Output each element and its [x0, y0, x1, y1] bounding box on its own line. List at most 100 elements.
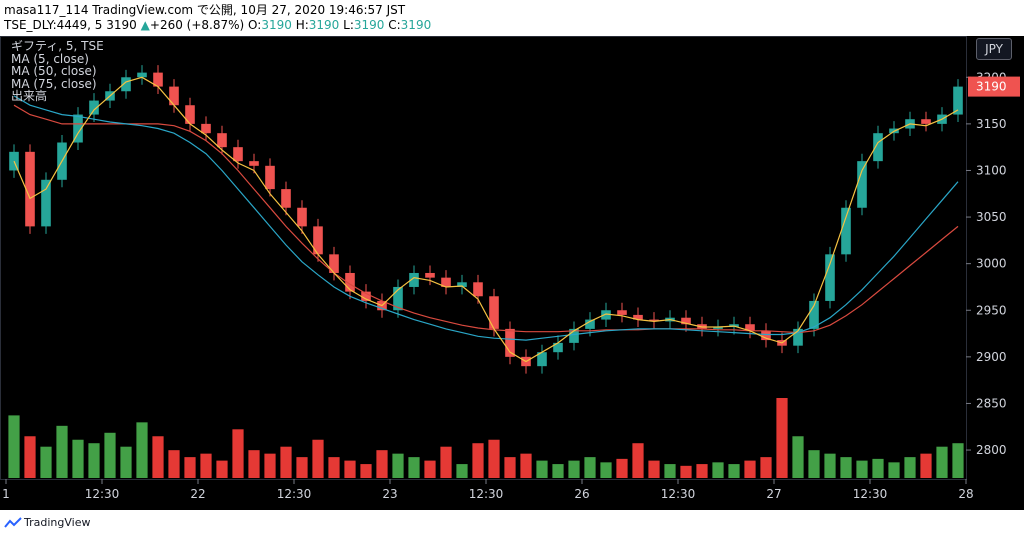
volume-bar	[680, 465, 692, 478]
price-change: +260 (+8.87%)	[149, 18, 245, 32]
volume-bar	[568, 460, 580, 478]
candle-body	[825, 254, 835, 301]
candle-body	[793, 328, 803, 346]
candle-body	[185, 105, 195, 124]
chart-header: masa117_114 TradingView.com で公開, 10月 27,…	[0, 0, 1024, 36]
candle-body	[329, 254, 339, 273]
volume-bar	[168, 450, 180, 478]
candle-body	[121, 77, 131, 92]
indicator-legend: ギフティ, 5, TSE MA (5, close) MA (50, close…	[11, 40, 104, 103]
volume-bar	[856, 460, 868, 478]
candle-body	[537, 352, 547, 367]
candle-body	[841, 207, 851, 255]
volume-bar	[328, 457, 340, 478]
candle-body	[633, 314, 643, 320]
volume-bar	[408, 457, 420, 478]
symbol-label: TSE_DLY:4449, 5	[4, 18, 103, 32]
footer: TradingView	[0, 510, 1024, 536]
volume-bar	[200, 453, 212, 478]
volume-bar	[648, 460, 660, 478]
candle-body	[601, 310, 611, 320]
open-label: O:	[248, 18, 262, 32]
candle-body	[873, 133, 883, 162]
candle-body	[457, 282, 467, 287]
candle-body	[281, 189, 291, 208]
volume-bar	[696, 464, 708, 478]
price-chart[interactable]: 280028502900295030003050310031503200112:…	[0, 36, 1024, 516]
high-value: 3190	[308, 18, 340, 32]
volume-bar	[744, 460, 756, 478]
legend-ma5[interactable]: MA (5, close)	[11, 51, 89, 66]
legend-title: ギフティ, 5, TSE	[11, 39, 104, 53]
currency-button[interactable]: JPY	[976, 38, 1012, 60]
candle-body	[201, 123, 211, 134]
volume-bar	[920, 453, 932, 478]
candle-body	[489, 296, 499, 329]
volume-bar	[616, 458, 628, 478]
x-tick-label: 22	[190, 487, 205, 501]
candle-body	[217, 133, 227, 148]
volume-bar	[40, 446, 52, 478]
ohlc-line: TSE_DLY:4449, 5 3190 ▲+260 (+8.87%) O:31…	[4, 18, 431, 32]
volume-bar	[504, 457, 516, 478]
open-value: 3190	[261, 18, 292, 32]
volume-bar	[344, 460, 356, 478]
volume-bar	[792, 436, 804, 478]
volume-bar	[248, 450, 260, 478]
volume-bar	[600, 462, 612, 478]
last-price-badge	[968, 76, 1020, 97]
candle-body	[505, 328, 515, 357]
x-tick-label: 12:30	[853, 487, 888, 501]
legend-ma75[interactable]: MA (75, close)	[11, 76, 97, 91]
low-label: L:	[343, 18, 354, 32]
volume-bar	[472, 443, 484, 478]
legend-ma50[interactable]: MA (50, close)	[11, 64, 97, 78]
volume-bar	[264, 453, 276, 478]
candle-body	[265, 165, 275, 190]
volume-bar	[120, 446, 132, 478]
volume-bar	[632, 443, 644, 478]
legend-volume[interactable]: 出来高	[11, 89, 48, 103]
volume-bar	[888, 462, 900, 478]
volume-bar	[952, 443, 964, 478]
candle-body	[249, 161, 259, 166]
candle-body	[233, 147, 243, 162]
volume-bar	[520, 453, 532, 478]
low-value: 3190	[353, 18, 385, 32]
volume-bar	[776, 398, 788, 478]
volume-bar	[184, 457, 196, 478]
publish-info: masa117_114 TradingView.com で公開, 10月 27,…	[4, 3, 406, 17]
volume-bar	[296, 457, 308, 478]
volume-bar	[824, 453, 836, 478]
x-tick-label: 23	[382, 487, 397, 501]
candle-body	[713, 327, 723, 329]
candle-body	[409, 272, 419, 287]
volume-bar	[712, 462, 724, 478]
y-tick-label: 3150	[976, 117, 1007, 131]
close-label: C:	[388, 18, 401, 32]
candle-body	[617, 310, 627, 315]
volume-bar	[440, 446, 452, 478]
x-tick-label: 12:30	[277, 487, 312, 501]
last-price: 3190	[106, 18, 137, 32]
candle-body	[809, 300, 819, 329]
candle-body	[553, 342, 563, 353]
volume-bar	[152, 436, 164, 478]
candle-body	[361, 291, 371, 301]
volume-bar	[376, 450, 388, 478]
chart-canvas[interactable]: 280028502900295030003050310031503200112:…	[0, 36, 1024, 516]
volume-bar	[664, 464, 676, 478]
volume-bar	[8, 415, 20, 478]
x-tick-label: 12:30	[85, 487, 120, 501]
volume-bar	[584, 457, 596, 478]
candle-body	[345, 272, 355, 292]
y-tick-label: 2800	[976, 443, 1007, 457]
y-tick-label: 2900	[976, 350, 1007, 364]
candle-body	[441, 277, 451, 287]
volume-bar	[24, 436, 36, 478]
tradingview-logo-icon	[4, 517, 22, 528]
volume-bar	[456, 464, 468, 478]
candle-body	[585, 319, 595, 329]
volume-bar	[360, 464, 372, 478]
volume-bar	[808, 450, 820, 478]
